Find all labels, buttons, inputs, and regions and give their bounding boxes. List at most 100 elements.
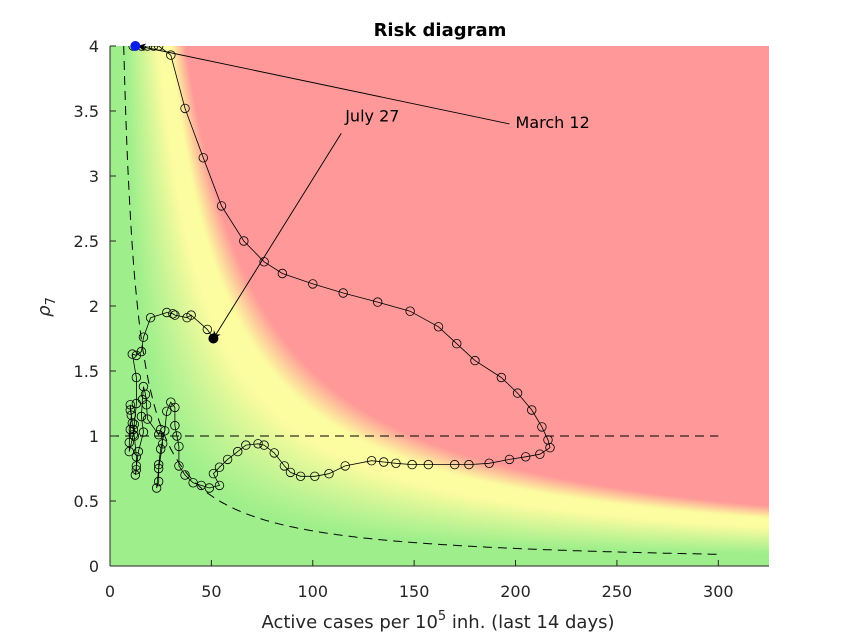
y-tick-label: 3 — [89, 167, 99, 186]
data-point — [504, 454, 515, 465]
data-point — [138, 332, 149, 342]
y-tick-label: 0 — [89, 557, 99, 576]
data-point — [188, 478, 198, 488]
data-point — [166, 397, 176, 407]
reference-curve — [123, 46, 718, 555]
annotation-arrow — [212, 133, 342, 340]
y-tick-label: 2 — [89, 297, 99, 316]
data-point — [277, 268, 288, 279]
data-point — [148, 46, 159, 51]
data-point — [405, 306, 415, 316]
data-point — [340, 461, 350, 471]
data-point — [391, 458, 401, 469]
data-point — [180, 470, 190, 480]
annotation-label: March 12 — [516, 113, 590, 132]
data-point — [198, 153, 208, 163]
data-point — [130, 470, 141, 480]
data-point — [295, 471, 306, 482]
data-point — [253, 439, 263, 449]
data-point — [308, 279, 318, 289]
data-point — [153, 459, 164, 470]
data-point — [162, 406, 172, 417]
data-point — [214, 462, 225, 472]
data-point — [174, 441, 184, 452]
data-point — [214, 480, 225, 491]
y-tick-label: 1 — [89, 427, 99, 446]
data-point — [136, 346, 147, 357]
data-point — [155, 444, 166, 454]
data-point — [545, 443, 555, 453]
y-tick-label: 3.5 — [74, 102, 99, 121]
x-tick-label: 100 — [297, 582, 328, 601]
data-point — [543, 435, 553, 445]
first-point-marker — [130, 41, 141, 51]
plot-area — [110, 46, 719, 555]
data-point — [285, 467, 296, 478]
data-point — [170, 420, 180, 431]
data-point — [452, 339, 462, 349]
data-point — [140, 389, 151, 400]
data-point — [202, 324, 213, 335]
data-point — [136, 411, 147, 422]
data-point — [239, 236, 249, 246]
data-point — [535, 449, 545, 459]
x-tick-label: 0 — [105, 582, 115, 601]
data-point — [138, 427, 149, 437]
data-point — [174, 461, 184, 471]
x-tick-label: 150 — [399, 582, 430, 601]
data-point — [407, 459, 417, 470]
data-point — [131, 372, 142, 383]
data-point — [208, 469, 219, 479]
annotations: March 12 July 27 — [130, 41, 590, 344]
x-tick-label: 300 — [703, 582, 734, 601]
data-point — [186, 310, 196, 320]
data-point — [128, 430, 139, 440]
data-point — [153, 476, 164, 487]
data-point — [180, 103, 190, 114]
data-point — [379, 457, 389, 467]
data-point — [127, 418, 138, 428]
chart-title: Risk diagram — [374, 20, 507, 41]
x-axis-label-sup: 5 — [438, 609, 446, 624]
annotation-arrow — [137, 43, 510, 125]
data-point — [129, 419, 140, 430]
data-point — [338, 288, 348, 298]
data-point — [125, 405, 135, 415]
data-point — [131, 398, 142, 409]
data-point — [151, 483, 162, 493]
data-point — [372, 297, 383, 307]
data-point — [155, 424, 166, 435]
data-point — [128, 424, 139, 435]
data-point — [124, 437, 134, 448]
risk-gradient-background — [110, 46, 769, 566]
data-point — [153, 463, 164, 474]
data-point — [142, 414, 153, 424]
y-tick-label: 2.5 — [74, 232, 99, 251]
data-point — [433, 322, 444, 332]
data-point — [464, 459, 474, 470]
data-point — [423, 459, 434, 470]
data-point — [512, 388, 523, 398]
y-tick-label: 0.5 — [74, 492, 99, 511]
data-point — [172, 431, 182, 441]
data-point — [158, 439, 168, 449]
data-point — [125, 400, 135, 410]
data-point — [133, 446, 144, 457]
data-point — [124, 446, 134, 457]
y-tick-label: 1.5 — [74, 362, 99, 381]
x-tick-label: 200 — [500, 582, 531, 601]
last-point-marker — [208, 333, 219, 344]
data-point — [537, 422, 547, 432]
data-point — [450, 459, 460, 470]
data-point — [131, 461, 142, 471]
data-point — [259, 440, 269, 450]
data-point — [131, 465, 142, 475]
data-point — [138, 381, 149, 392]
data-point — [145, 313, 156, 323]
x-tick-label: 250 — [602, 582, 633, 601]
data-point — [241, 440, 251, 450]
data-point — [496, 372, 507, 383]
data-point — [170, 310, 180, 320]
data-point — [527, 405, 537, 415]
